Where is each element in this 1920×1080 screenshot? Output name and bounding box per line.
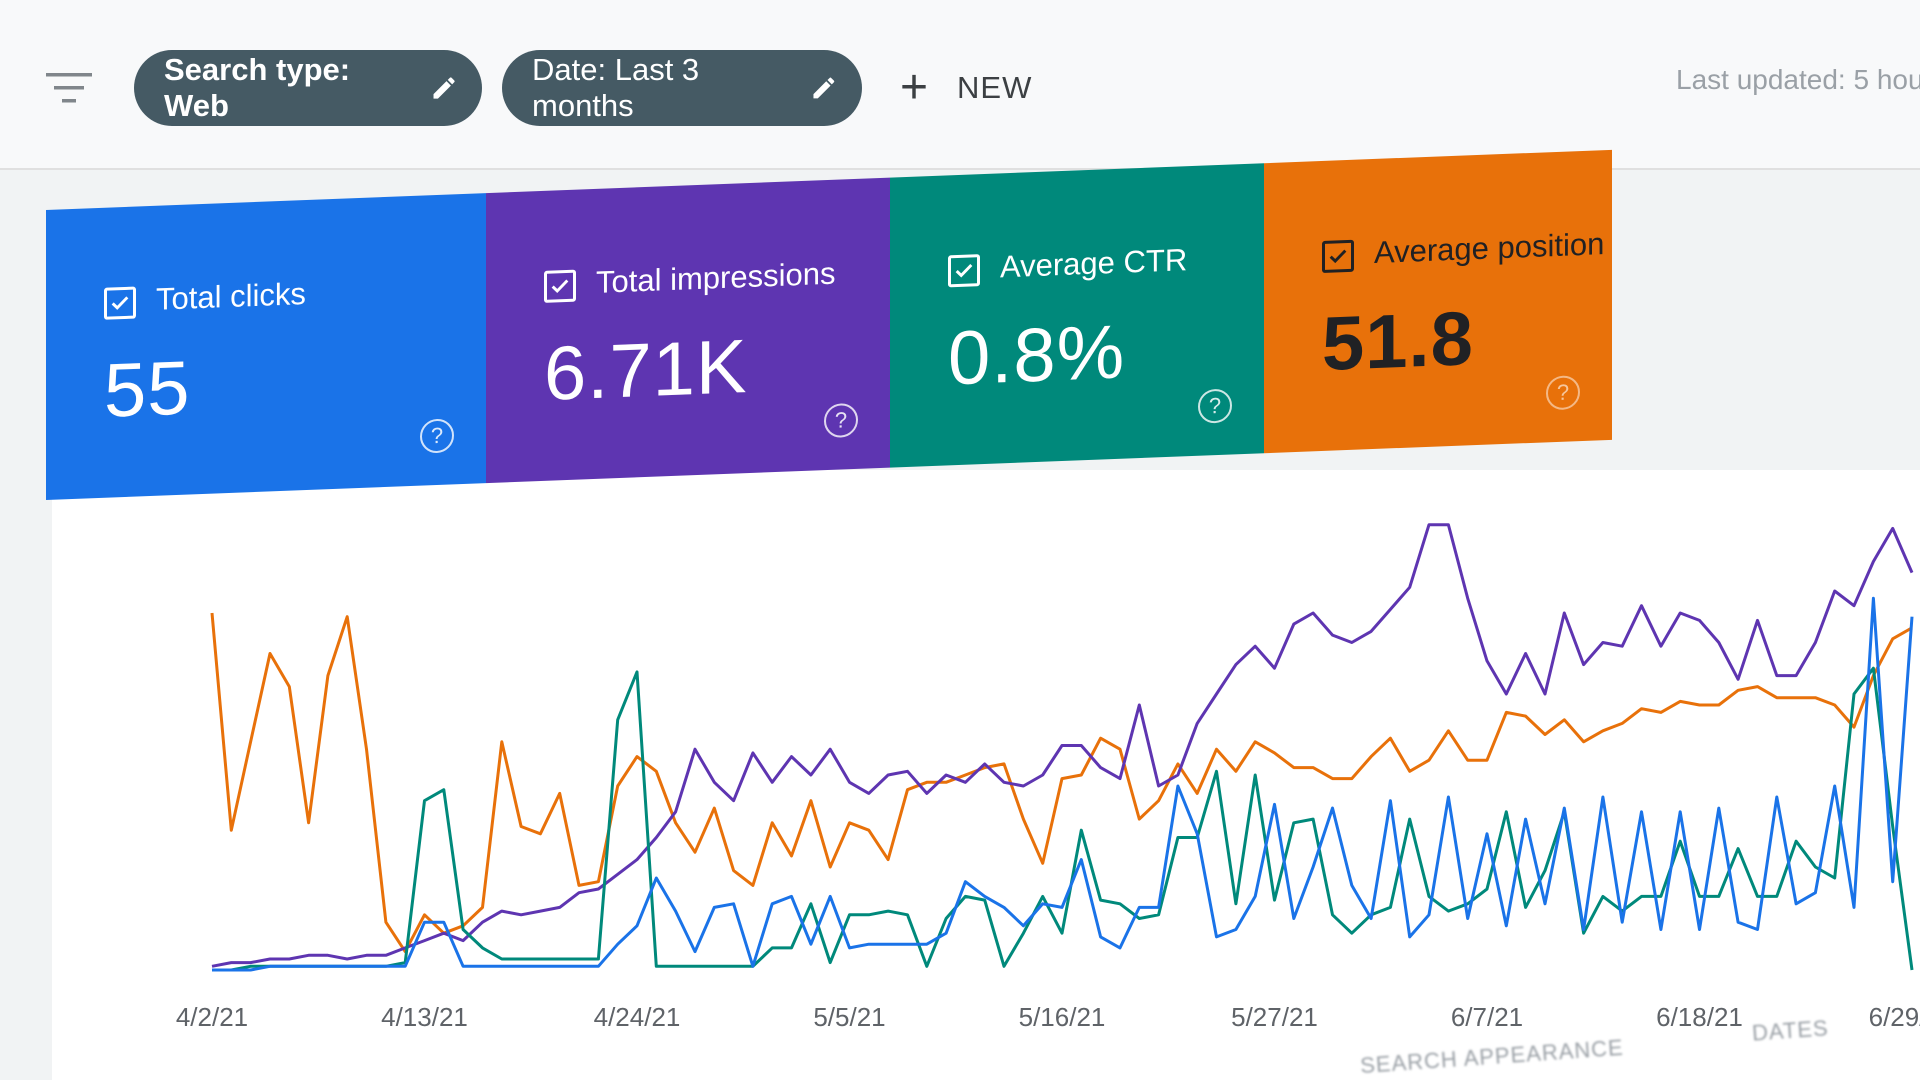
metric-label: Average CTR [1000, 242, 1188, 285]
new-filter-label: NEW [957, 70, 1033, 105]
performance-line-chart: 4/2/21 4/13/21 4/24/21 5/5/21 5/16/21 5/27/21… [176, 523, 1920, 1032]
metric-card-total-impressions[interactable]: Total impressions 6.71K ? [486, 177, 890, 484]
help-icon[interactable]: ? [824, 402, 858, 439]
filter-list-icon[interactable] [44, 68, 94, 108]
date-range-chip-label: Date: Last 3 months [532, 52, 700, 123]
x-tick-label: 4/13/21 [381, 1002, 468, 1032]
x-tick-label: 6/18/21 [1656, 1002, 1743, 1032]
filter-toolbar: Search type: Web Date: Last 3 months + N… [0, 0, 1920, 170]
help-icon[interactable]: ? [1198, 388, 1232, 424]
metric-label: Total impressions [596, 255, 836, 300]
series-line-2 [212, 666, 1914, 972]
date-range-chip[interactable]: Date: Last 3 months [502, 50, 862, 126]
checkbox-icon[interactable] [104, 286, 136, 320]
metric-value: 0.8% [948, 309, 1126, 402]
pencil-icon [813, 77, 835, 99]
x-tick-label: 4/2/21 [176, 1002, 248, 1032]
help-icon[interactable]: ? [420, 418, 454, 454]
checkbox-icon[interactable] [544, 269, 576, 303]
help-icon[interactable]: ? [1546, 375, 1580, 411]
x-tick-label: 5/27/21 [1231, 1002, 1318, 1032]
series-line-1 [211, 523, 1914, 968]
metric-label: Average position [1374, 226, 1605, 270]
last-updated-text: Last updated: 5 hour [1676, 64, 1920, 95]
checkbox-icon[interactable] [1322, 239, 1354, 273]
metric-value: 51.8 [1322, 296, 1474, 387]
tab-dates[interactable]: DATES [1751, 1015, 1830, 1046]
new-filter-button[interactable]: + NEW [900, 56, 1032, 120]
checkbox-icon[interactable] [948, 254, 980, 288]
pencil-icon [433, 77, 455, 99]
x-tick-label: 6/7/21 [1451, 1002, 1523, 1032]
metric-card-average-position[interactable]: Average position 51.8 ? [1264, 149, 1612, 454]
x-tick-label: 5/16/21 [1019, 1002, 1106, 1032]
performance-chart-panel: 4/2/21 4/13/21 4/24/21 5/5/21 5/16/21 5/27/21… [52, 470, 1920, 1080]
metric-value: 6.71K [544, 324, 748, 417]
x-tick-label: 6/29/21 [1869, 1002, 1920, 1032]
series-line-3 [212, 596, 1914, 972]
metric-value: 55 [104, 345, 191, 434]
search-type-chip[interactable]: Search type: Web [134, 50, 482, 126]
metric-card-total-clicks[interactable]: Total clicks 55 ? [46, 193, 486, 500]
x-tick-label: 4/24/21 [594, 1002, 681, 1032]
metric-card-average-ctr[interactable]: Average CTR 0.8% ? [890, 163, 1264, 468]
metric-cards: Total clicks 55 ? Total impressions 6.71… [46, 149, 1612, 500]
metric-label: Total clicks [156, 276, 306, 317]
series-line-0 [210, 612, 1913, 954]
plus-icon: + [900, 61, 930, 114]
x-tick-label: 5/5/21 [813, 1002, 885, 1032]
search-type-chip-label: Search type: Web [164, 52, 351, 123]
